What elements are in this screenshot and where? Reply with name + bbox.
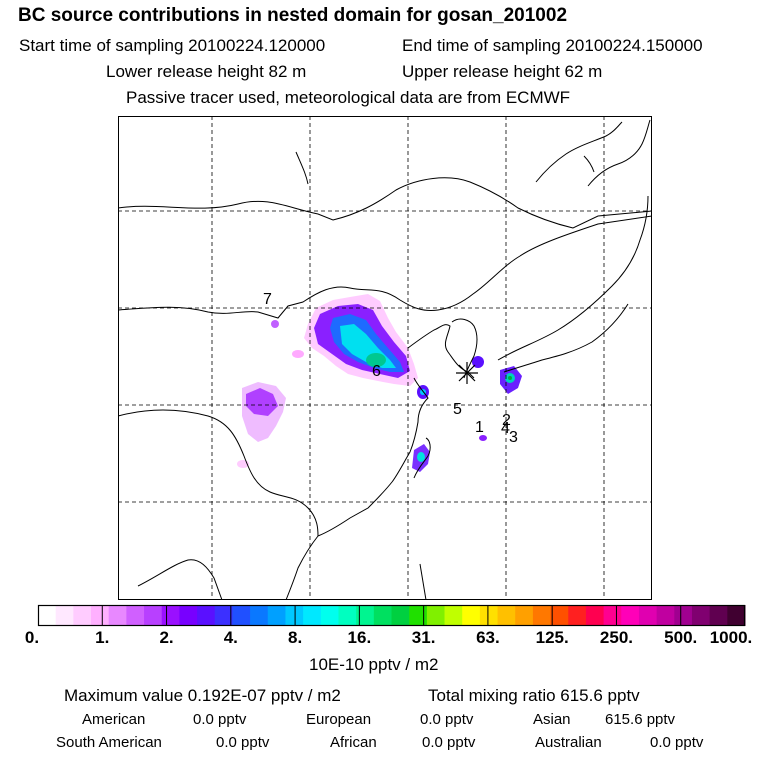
total-mixing-ratio: Total mixing ratio 615.6 pptv [428, 686, 640, 705]
source-label-1: 1 [475, 419, 484, 436]
colorbar-tick-label: 8. [287, 628, 303, 647]
european-value: 0.0 pptv [420, 711, 474, 728]
colorbar-cell [585, 605, 605, 626]
colorbar-cell [621, 605, 640, 626]
colorbar-cell [232, 605, 251, 626]
colorbar-cell [285, 605, 304, 626]
asian-label: Asian [533, 711, 571, 728]
colorbar-cell [603, 605, 622, 626]
maximum-value: Maximum value 0.192E-07 pptv / m2 [64, 686, 341, 705]
american-label: American [82, 711, 146, 728]
source-label-2: 2 [502, 412, 511, 429]
colorbar-tick-label: 250. [599, 628, 633, 647]
colorbar-units: 10E-10 pptv / m2 [309, 655, 439, 674]
colorbar-cell [267, 605, 286, 626]
plot-title: BC source contributions in nested domain… [18, 5, 568, 26]
colorbar-cells [38, 605, 746, 626]
colorbar-cell [126, 605, 145, 626]
colorbar-cell [214, 605, 233, 626]
colorbar-tick-label: 1000. [709, 628, 753, 647]
colorbar-tick-label: 4. [223, 628, 238, 647]
colorbar-cell [356, 605, 375, 626]
colorbar-cell [568, 605, 587, 626]
colorbar-cell [303, 605, 322, 626]
graticule [118, 116, 652, 600]
colorbar-tick-label: 1. [95, 628, 110, 647]
colorbar-cell [55, 605, 74, 626]
colorbar-cell [91, 605, 110, 626]
american-value: 0.0 pptv [193, 711, 247, 728]
colorbar-cell [197, 605, 216, 626]
colorbar-cell [373, 605, 392, 626]
start-time-label: Start time of sampling 20100224.120000 [19, 36, 326, 55]
colorbar-cell [161, 605, 180, 626]
colorbar-cell [532, 605, 552, 626]
colorbar-cell [515, 605, 534, 626]
colorbar-cell [479, 605, 499, 626]
colorbar-cell [550, 605, 569, 626]
colorbar [37, 604, 746, 627]
european-label: European [306, 711, 372, 728]
source-label-6: 6 [372, 363, 381, 380]
colorbar-cell [727, 605, 746, 626]
source-label-7: 7 [263, 291, 272, 308]
colorbar-cell [409, 605, 428, 626]
colorbar-tick-label: 2. [159, 628, 174, 647]
colorbar-cell [691, 605, 711, 626]
source-label-3: 3 [509, 429, 518, 446]
colorbar-cell [320, 605, 339, 626]
australian-label: Australian [535, 734, 602, 751]
concentration-plume [237, 294, 522, 472]
map-panel: 1 2 3 4 5 6 7 [118, 116, 652, 600]
colorbar-frame [37, 604, 746, 627]
receptor-star-icon [456, 362, 478, 384]
source-label-5: 5 [453, 401, 462, 418]
colorbar-tick-label: 63. [476, 628, 500, 647]
colorbar-cell [462, 605, 481, 626]
colorbar-cell [338, 605, 357, 626]
source-label-4: 4 [501, 420, 510, 437]
south-american-label: South American [56, 734, 162, 751]
colorbar-cell [426, 605, 446, 626]
colorbar-tick-label: 0. [24, 628, 40, 647]
colorbar-tick-label: 125. [535, 628, 569, 647]
colorbar-cell [674, 605, 693, 626]
colorbar-cell [391, 605, 410, 626]
colorbar-cell [638, 605, 658, 626]
map-frame [118, 116, 652, 600]
tracer-note: Passive tracer used, meteorological data… [126, 88, 571, 107]
colorbar-cell [73, 605, 92, 626]
colorbar-tick-label: 16. [347, 628, 372, 647]
african-label: African [330, 734, 377, 751]
lower-release-height: Lower release height 82 m [106, 62, 307, 81]
australian-value: 0.0 pptv [650, 734, 704, 751]
colorbar-cell [38, 605, 57, 626]
colorbar-cell [656, 605, 675, 626]
colorbar-tick-label: 31. [411, 628, 436, 647]
colorbar-cell [444, 605, 463, 626]
end-time-label: End time of sampling 20100224.150000 [402, 36, 703, 55]
colorbar-cell [250, 605, 269, 626]
colorbar-cell [108, 605, 127, 626]
colorbar-cell [709, 605, 728, 626]
colorbar-tick-label: 500. [664, 628, 698, 647]
south-american-value: 0.0 pptv [216, 734, 270, 751]
coastlines [118, 119, 652, 600]
colorbar-cell [179, 605, 198, 626]
colorbar-cell [497, 605, 516, 626]
colorbar-cell [144, 605, 163, 626]
asian-value: 615.6 pptv [605, 711, 676, 728]
upper-release-height: Upper release height 62 m [402, 62, 603, 81]
african-value: 0.0 pptv [422, 734, 476, 751]
